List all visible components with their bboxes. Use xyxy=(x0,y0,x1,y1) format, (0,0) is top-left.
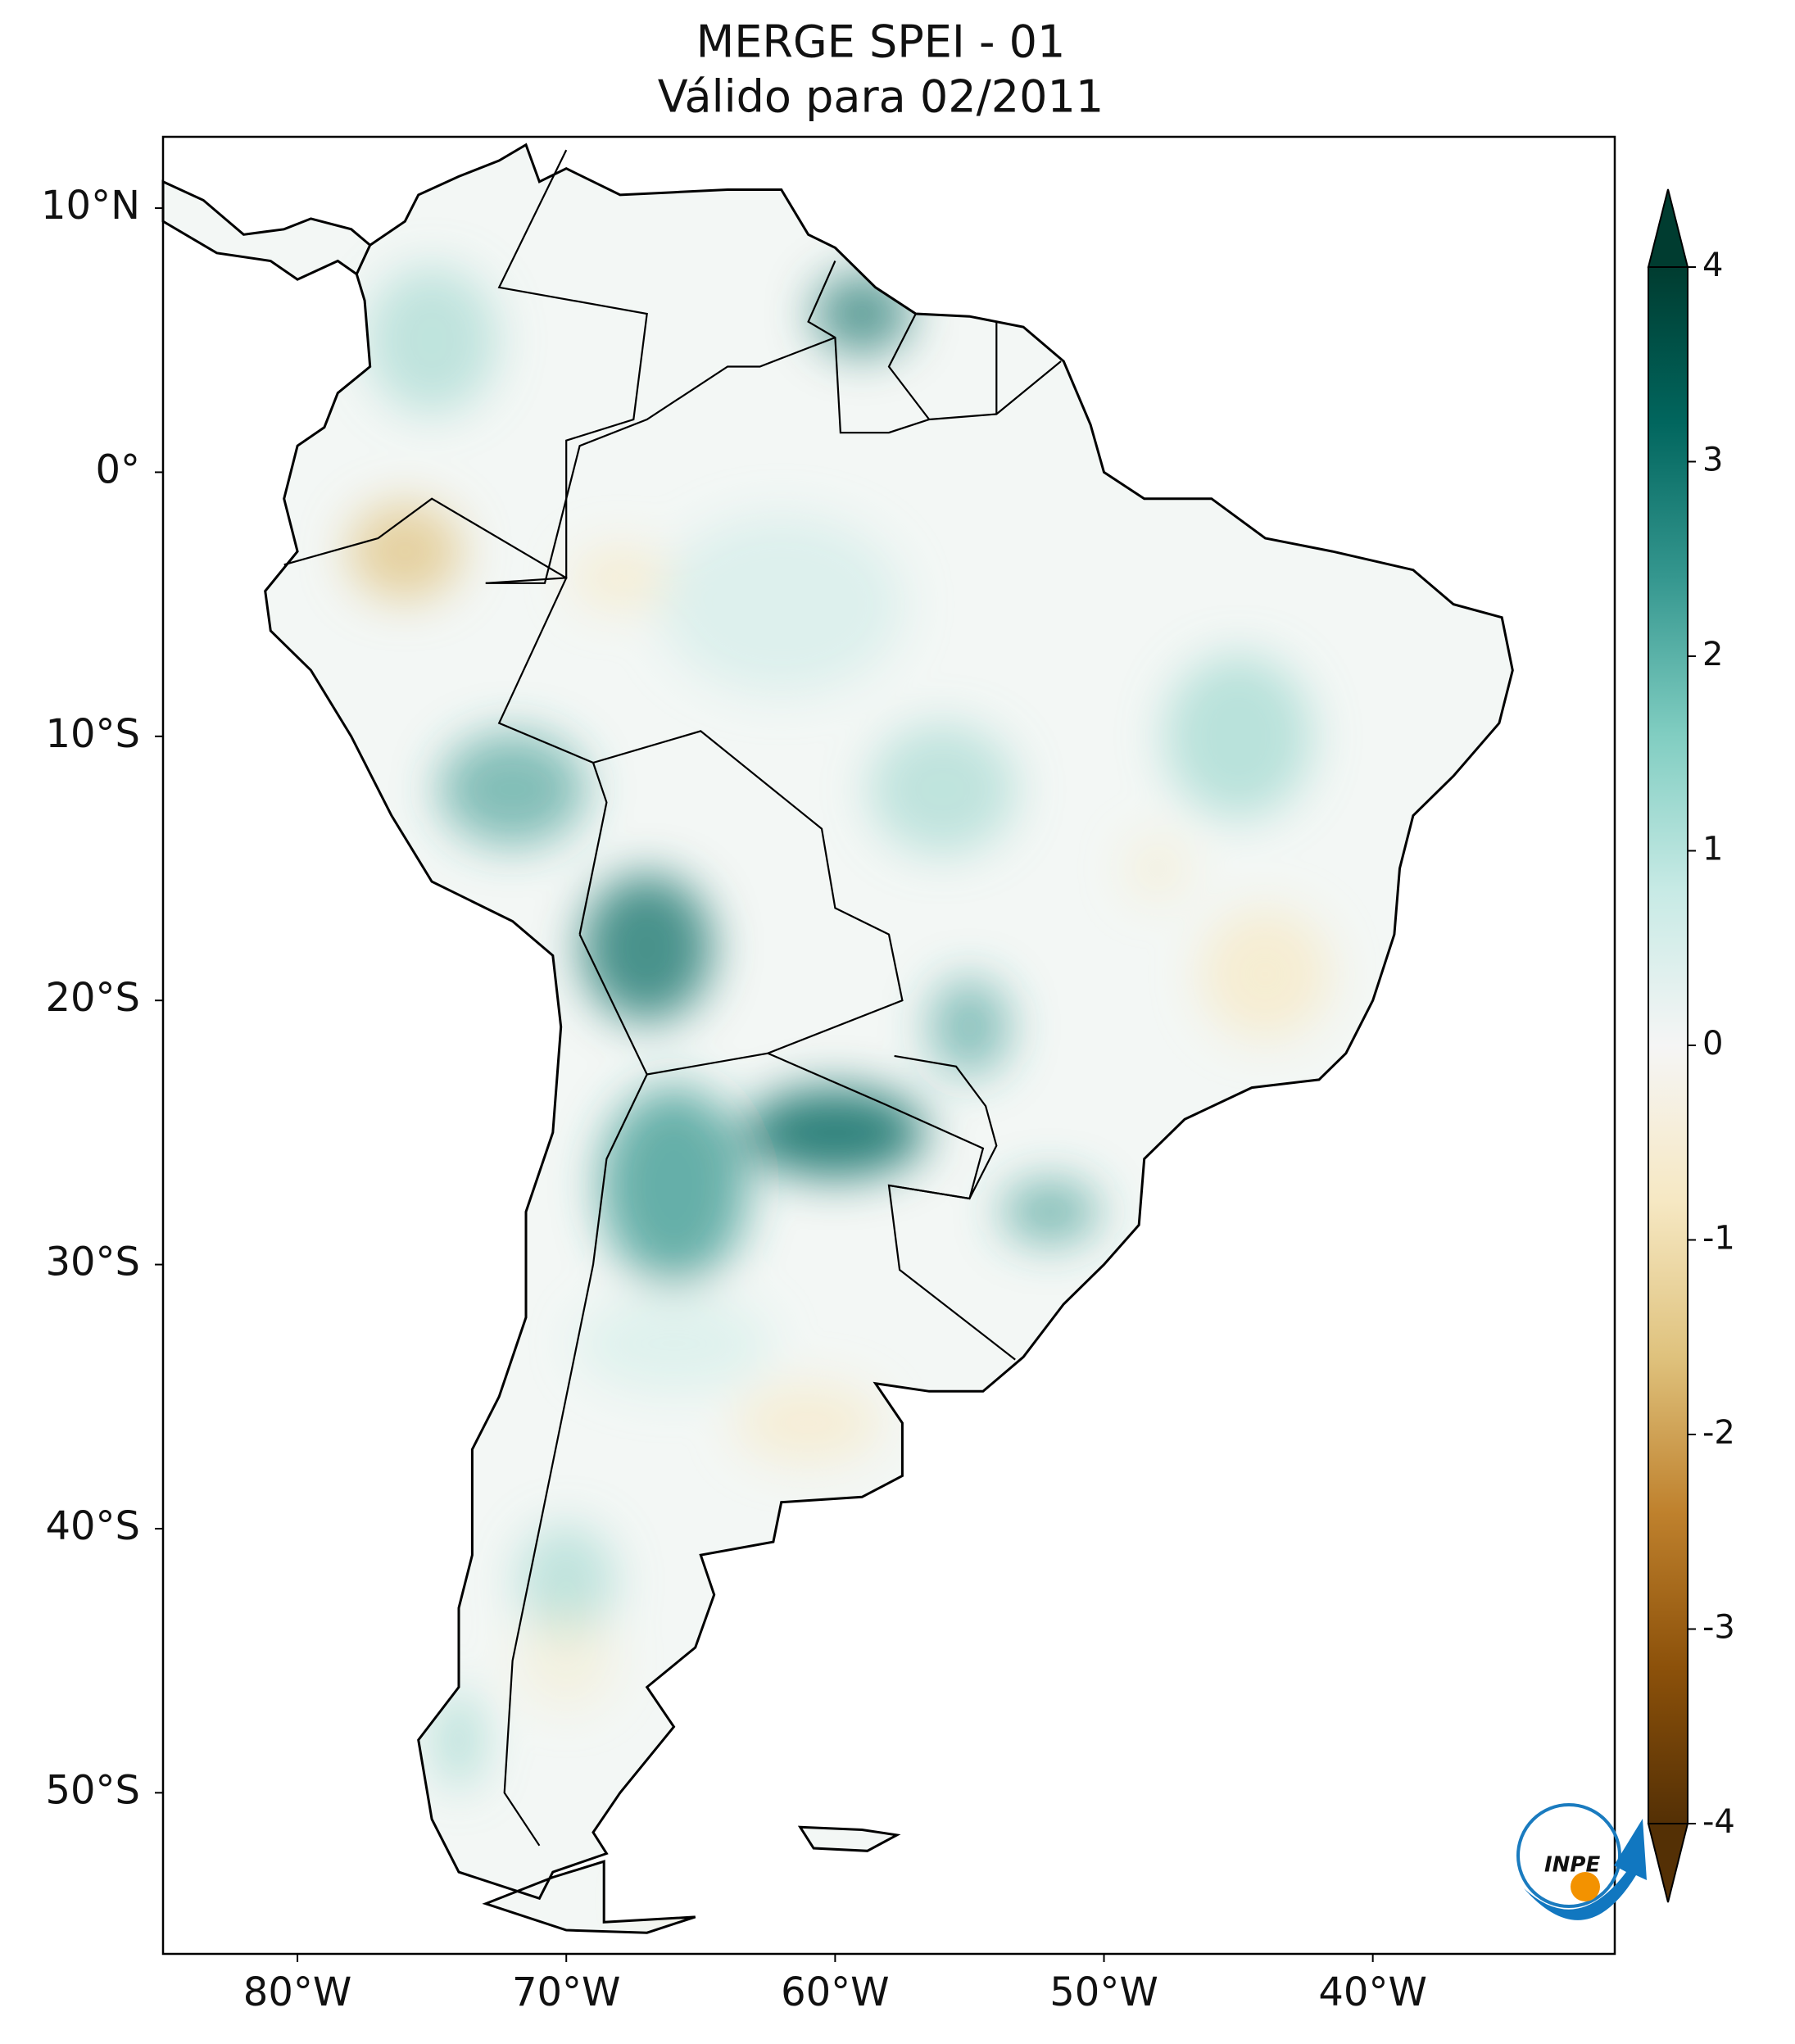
y-tick-label: 50°S xyxy=(45,1767,140,1813)
colorbar-extend-top xyxy=(1647,188,1689,268)
y-tick-label: 40°S xyxy=(45,1503,140,1549)
field-patch xyxy=(1199,908,1331,1040)
colorbar-tick-label: -3 xyxy=(1702,1609,1735,1647)
field-patch xyxy=(570,545,669,611)
field-patch xyxy=(928,977,1011,1076)
field-patch xyxy=(868,723,1017,855)
x-tick-label: 70°W xyxy=(512,1969,621,2015)
logo-ring xyxy=(1516,1803,1621,1908)
title: MERGE SPEI - 01 xyxy=(696,16,1066,68)
colorbar-ramp xyxy=(1648,266,1688,1824)
field-patch xyxy=(517,1611,616,1711)
y-tick-label: 30°S xyxy=(45,1240,140,1285)
colorbar-tick-label: 2 xyxy=(1702,636,1723,673)
x-tick-label: 40°W xyxy=(1318,1969,1427,2015)
logo-arrow xyxy=(1524,1819,1647,1920)
colorbar-tick-label: 4 xyxy=(1702,247,1723,284)
field-patch xyxy=(600,1086,748,1284)
border xyxy=(283,497,608,935)
land-fill xyxy=(163,144,1513,1933)
coastline xyxy=(161,143,1514,1934)
border xyxy=(578,730,904,1076)
field-patch xyxy=(1164,654,1312,818)
land xyxy=(161,143,1514,1934)
colorbar-tick-label: 0 xyxy=(1702,1025,1723,1063)
field-patch xyxy=(658,514,904,695)
colorbar: -4 -3 -2 -1 0 1 2 3 4 xyxy=(1647,188,1735,1903)
colorbar-extend-bottom xyxy=(1647,1823,1689,1903)
precipitation-field xyxy=(347,266,1331,1915)
field-shading xyxy=(347,266,1331,1915)
border xyxy=(503,1074,648,1847)
field-patch xyxy=(581,873,713,1022)
border xyxy=(887,313,931,420)
field-patch xyxy=(366,266,498,415)
field-patch xyxy=(433,1690,483,1789)
border xyxy=(888,1054,998,1200)
field-patch xyxy=(438,732,587,847)
field-patch xyxy=(517,1524,616,1639)
field-patch xyxy=(734,1382,882,1465)
border xyxy=(485,336,836,584)
colorbar-tick-label: -4 xyxy=(1702,1803,1735,1841)
field-patch xyxy=(813,272,912,355)
colorbar-tick-label: -2 xyxy=(1702,1414,1735,1452)
field-patch xyxy=(1000,1179,1099,1245)
logo-text: INPE xyxy=(1544,1853,1600,1878)
field-patch xyxy=(745,1087,926,1178)
map-frame xyxy=(161,135,1616,1956)
y-tick-label: 10°S xyxy=(45,711,140,757)
subtitle: Válido para 02/2011 xyxy=(658,71,1104,123)
logo-dot xyxy=(1571,1872,1600,1901)
x-tick-label: 50°W xyxy=(1049,1969,1158,2015)
y-tick-label: 0° xyxy=(95,446,140,492)
x-tick-label: 60°W xyxy=(781,1969,890,2015)
x-tick-label: 80°W xyxy=(243,1969,352,2015)
field-patch xyxy=(641,1882,707,1915)
colorbar-tick-label: -1 xyxy=(1702,1220,1735,1258)
colorbar-tick-label: 3 xyxy=(1702,442,1723,479)
colorbar-tick-label: 1 xyxy=(1702,831,1723,868)
field-patch xyxy=(1125,836,1191,902)
field-patch xyxy=(347,502,463,601)
y-tick-label: 20°S xyxy=(45,975,140,1021)
y-tick-label: 10°N xyxy=(41,183,140,229)
logo: INPE xyxy=(1516,1803,1647,1920)
field-patch xyxy=(575,1294,773,1394)
border xyxy=(807,261,1062,434)
